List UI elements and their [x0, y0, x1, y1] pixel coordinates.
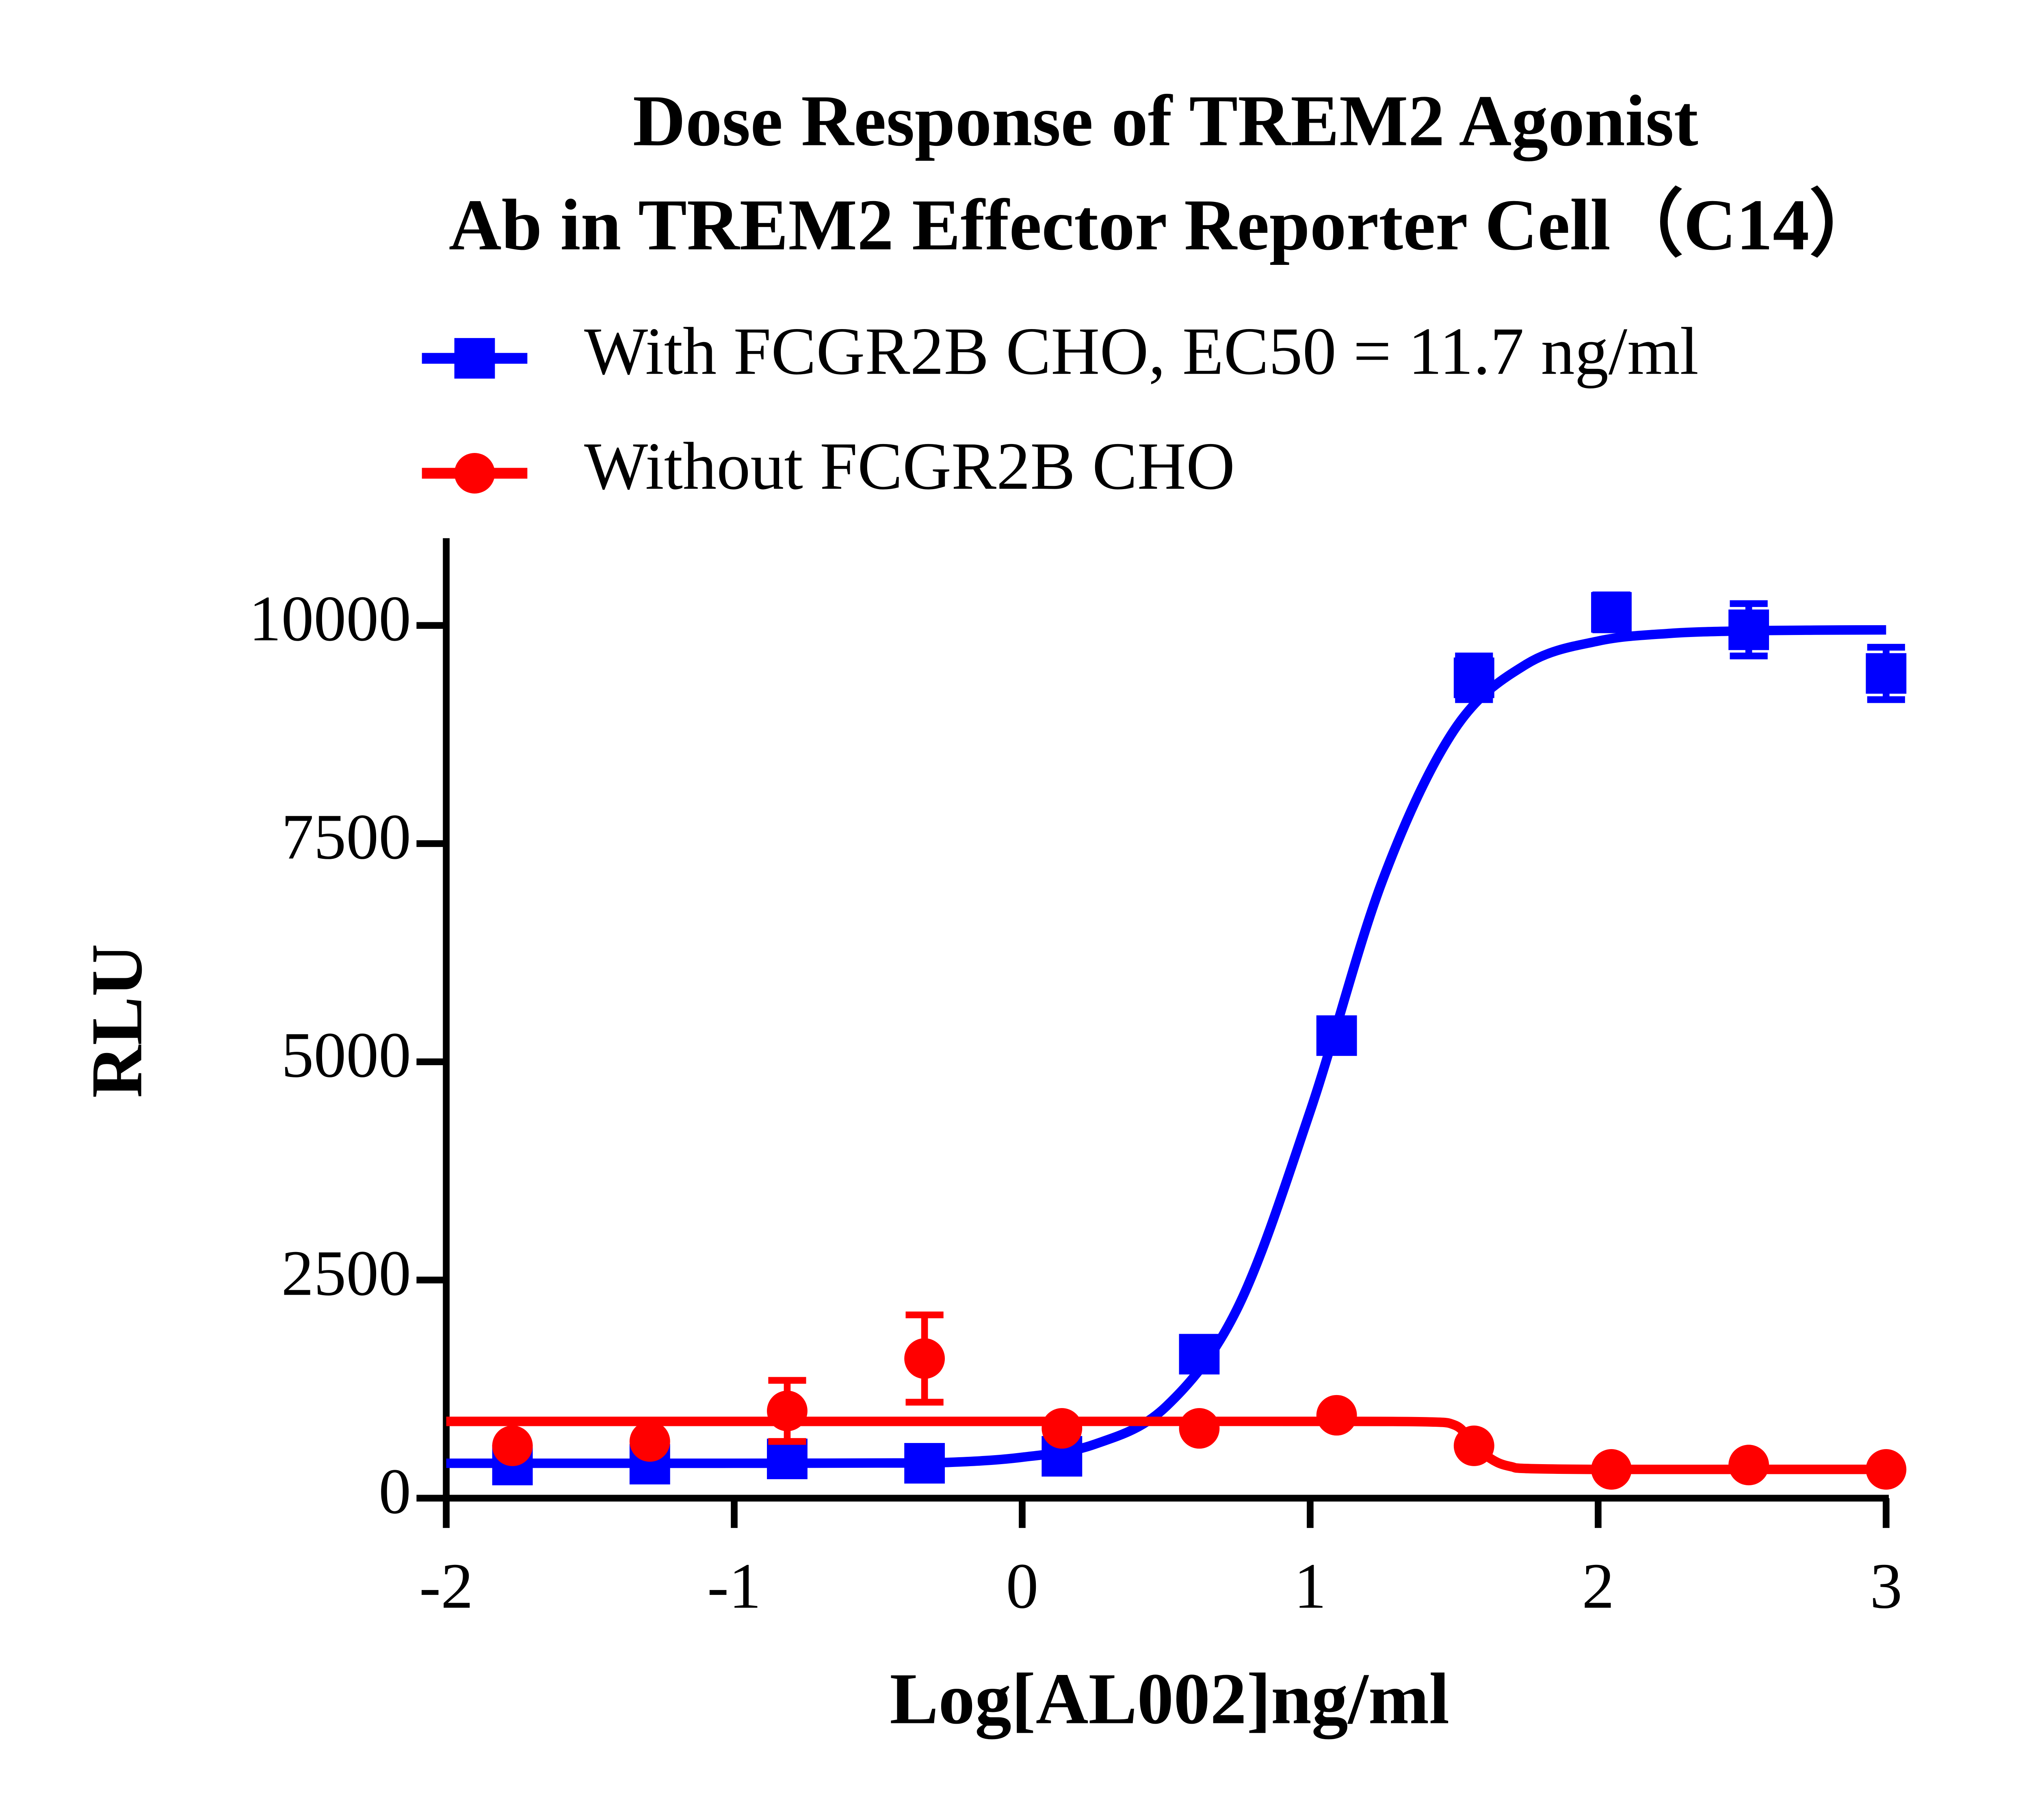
x-tick-label: 3 [1870, 1550, 1902, 1622]
marker [904, 1338, 945, 1379]
fit-curve [446, 625, 1886, 1468]
legend-marker [454, 338, 495, 379]
marker [1453, 1426, 1494, 1466]
marker [1866, 653, 1907, 694]
y-axis-label: RLU [76, 944, 157, 1098]
marker [1041, 1408, 1083, 1449]
x-axis-label: Log[AL002]ng/ml [890, 1658, 1449, 1740]
legend-marker [454, 453, 495, 494]
y-tick-label: 5000 [281, 1019, 411, 1091]
marker [1728, 1445, 1769, 1486]
marker [1316, 1015, 1357, 1056]
legend-label: Without FCGR2B CHO [584, 429, 1235, 503]
marker [1591, 592, 1632, 633]
x-tick-label: 1 [1294, 1550, 1326, 1622]
marker [1728, 609, 1769, 650]
y-tick-label: 0 [379, 1456, 411, 1528]
x-tick-label: 0 [1006, 1550, 1039, 1622]
marker [1866, 1449, 1907, 1490]
y-tick-label: 10000 [249, 583, 411, 654]
legend-label: With FCGR2B CHO, EC50 = 11.7 ng/ml [584, 314, 1699, 388]
x-tick-label: -1 [707, 1550, 761, 1622]
y-tick-label: 7500 [281, 801, 411, 873]
marker [629, 1421, 670, 1462]
marker [1453, 657, 1494, 698]
marker [904, 1443, 945, 1484]
marker [1179, 1334, 1220, 1375]
marker [1316, 1395, 1357, 1436]
chart-title: Ab in TREM2 Effector Reporter Cell（C14） [449, 184, 1882, 265]
marker [1179, 1408, 1220, 1449]
marker [1591, 1449, 1632, 1490]
x-tick-label: 2 [1582, 1550, 1614, 1622]
marker [767, 1439, 808, 1480]
chart-title: Dose Response of TREM2 Agonist [633, 80, 1698, 161]
y-tick-label: 2500 [281, 1237, 411, 1309]
marker [767, 1391, 808, 1431]
x-tick-label: -2 [419, 1550, 473, 1622]
marker [492, 1426, 533, 1466]
